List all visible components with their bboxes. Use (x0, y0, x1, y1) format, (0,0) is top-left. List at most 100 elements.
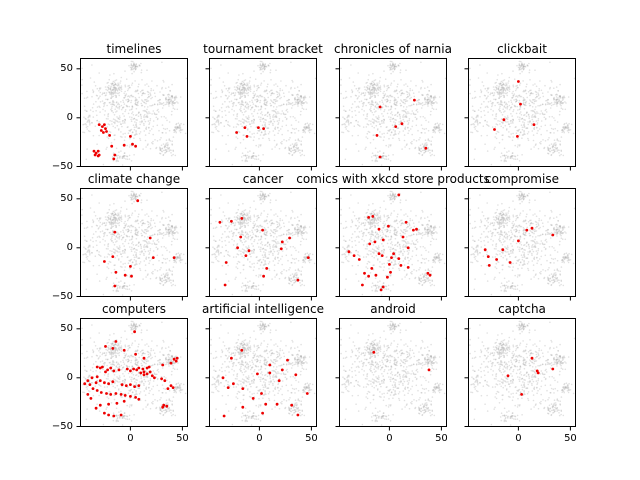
background-embedding-points (210, 190, 317, 296)
background-embedding-points (340, 190, 447, 296)
subplot-title-chronicles-of-narnia: chronicles of narnia (334, 42, 452, 56)
subplot-title-cancer: cancer (242, 172, 284, 186)
tick-marks (205, 328, 312, 431)
subplot-captcha (464, 318, 576, 431)
tick-marks (335, 68, 442, 171)
highlighted-points (372, 350, 431, 372)
subplot-title-tournament-bracket: tournament bracket (203, 42, 323, 56)
background-embedding-points (469, 320, 576, 426)
highlighted-points (375, 98, 428, 159)
subplot-timelines (76, 58, 188, 171)
y-tick-label: 50 (60, 62, 73, 74)
x-tick-label: 50 (435, 433, 448, 444)
scatter-plot-artificial-intelligence (205, 318, 317, 431)
scatter-plot-chronicles-of-narnia (335, 58, 447, 171)
subplot-title-captcha: captcha (498, 302, 546, 316)
background-embedding-points (210, 60, 317, 166)
y-tick-label: 0 (66, 111, 73, 123)
subplot-cancer (205, 188, 317, 301)
axes-frame (339, 58, 447, 167)
background-embedding-points (81, 60, 188, 166)
highlighted-points (483, 226, 555, 267)
background-embedding-points (81, 320, 188, 426)
axes-frame (339, 188, 447, 297)
subplot-comics-with-xkcd-store-products (335, 188, 447, 301)
subplot-title-artificial-intelligence: artificial intelligence (202, 302, 324, 316)
x-tick-label: 50 (176, 433, 189, 444)
background-embedding-points (340, 60, 447, 166)
axes-frame (468, 318, 576, 427)
axes-frame (209, 58, 317, 167)
tick-marks (335, 198, 442, 301)
highlighted-points (347, 193, 432, 292)
highlighted-points (83, 330, 179, 418)
x-tick-label: 50 (564, 433, 577, 444)
scatter-plot-android (335, 318, 447, 431)
x-tick-label: 0 (127, 433, 134, 444)
y-tick-label: 50 (60, 192, 73, 204)
tick-marks (205, 198, 312, 301)
y-tick-label: −50 (51, 160, 73, 172)
x-tick-label: 50 (305, 433, 318, 444)
subplot-title-climate-change: climate change (87, 172, 181, 186)
y-tick-label: −50 (51, 290, 73, 302)
y-tick-label: 0 (66, 241, 73, 253)
axes-frame (209, 188, 317, 297)
scatter-plot-clickbait (464, 58, 576, 171)
axes-frame (80, 188, 188, 297)
axes-frame (468, 188, 576, 297)
highlighted-points (218, 217, 310, 287)
axes-frame (80, 58, 188, 167)
subplot-title-clickbait: clickbait (497, 42, 547, 56)
tick-marks (464, 328, 571, 431)
scatter-plot-comics-with-xkcd-store-products (335, 188, 447, 301)
y-tick-label: 50 (60, 322, 73, 334)
tick-marks (76, 328, 183, 431)
scatter-plot-cancer (205, 188, 317, 301)
scatter-plot-computers (76, 318, 188, 431)
subplot-title-computers: computers (101, 302, 167, 316)
tick-marks (464, 68, 571, 171)
axes-frame (209, 318, 317, 427)
background-embedding-points (340, 320, 447, 426)
highlighted-points (235, 126, 265, 138)
scatter-plot-tournament-bracket (205, 58, 317, 171)
subplot-compromise (464, 188, 576, 301)
subplot-title-timelines: timelines (106, 42, 162, 56)
highlighted-points (493, 80, 536, 138)
tick-marks (76, 68, 183, 171)
y-tick-label: −50 (51, 420, 73, 432)
highlighted-points (103, 199, 176, 288)
x-tick-label: 0 (256, 433, 263, 444)
background-embedding-points (81, 190, 188, 296)
scatter-plot-captcha (464, 318, 576, 431)
highlighted-points (92, 123, 137, 161)
scatter-plot-compromise (464, 188, 576, 301)
subplot-clickbait (464, 58, 576, 171)
x-tick-label: 0 (515, 433, 522, 444)
subplot-artificial-intelligence (205, 318, 317, 431)
scatter-plot-timelines (76, 58, 188, 171)
tick-marks (205, 68, 312, 171)
subplot-title-comics-with-xkcd-store-products: comics with xkcd store products (296, 172, 490, 186)
subplot-title-android: android (370, 302, 416, 316)
axes-frame (468, 58, 576, 167)
background-embedding-points (469, 190, 576, 296)
tick-marks (76, 198, 183, 301)
subplot-android (335, 318, 447, 431)
subplot-tournament-bracket (205, 58, 317, 171)
subplot-title-compromise: compromise (485, 172, 559, 186)
subplot-computers (76, 318, 188, 431)
background-embedding-points (469, 60, 576, 166)
scatter-plot-climate-change (76, 188, 188, 301)
background-embedding-points (210, 320, 317, 426)
x-tick-label: 0 (386, 433, 393, 444)
y-tick-label: 0 (66, 371, 73, 383)
axes-frame (339, 318, 447, 427)
axes-frame (80, 318, 188, 427)
tick-marks (335, 328, 442, 431)
subplot-chronicles-of-narnia (335, 58, 447, 171)
subplot-climate-change (76, 188, 188, 301)
highlighted-points (221, 348, 309, 418)
